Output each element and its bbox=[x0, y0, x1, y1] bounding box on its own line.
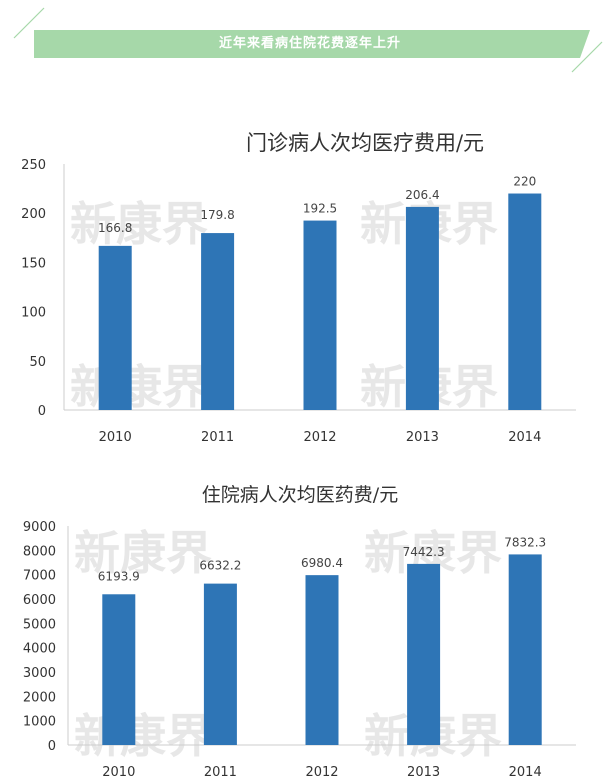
y-tick-label: 4000 bbox=[23, 642, 56, 657]
chart-title: 门诊病人次均医疗费用/元 bbox=[246, 131, 484, 155]
x-tick-label: 2014 bbox=[508, 430, 541, 445]
bar-2012 bbox=[305, 575, 339, 745]
x-tick-label: 2012 bbox=[303, 430, 336, 445]
y-tick-label: 8000 bbox=[23, 544, 56, 559]
watermark-text: 新康界 bbox=[74, 526, 212, 580]
y-tick-label: 3000 bbox=[23, 666, 56, 681]
chart-title: 住院病人次均医药费/元 bbox=[202, 484, 398, 506]
y-tick-label: 5000 bbox=[23, 617, 56, 632]
banner-graphic bbox=[13, 7, 603, 73]
data-label: 6193.9 bbox=[98, 569, 140, 583]
x-tick-label: 2014 bbox=[509, 765, 542, 780]
data-label: 192.5 bbox=[303, 202, 337, 216]
y-tick-label: 0 bbox=[38, 404, 46, 419]
x-tick-label: 2012 bbox=[305, 765, 338, 780]
x-tick-label: 2011 bbox=[201, 430, 234, 445]
banner-deco-line-left bbox=[13, 7, 45, 39]
y-tick-label: 50 bbox=[29, 355, 46, 370]
bar-2011 bbox=[201, 233, 235, 410]
y-tick-label: 1000 bbox=[23, 715, 56, 730]
y-tick-label: 7000 bbox=[23, 569, 56, 584]
x-tick-label: 2013 bbox=[406, 430, 439, 445]
data-label: 6632.2 bbox=[199, 559, 241, 573]
y-tick-label: 2000 bbox=[23, 690, 56, 705]
header-banner: 近年来看病住院花费逐年上升 bbox=[0, 0, 616, 80]
data-label: 206.4 bbox=[405, 188, 439, 202]
data-label: 166.8 bbox=[98, 221, 132, 235]
data-label: 179.8 bbox=[200, 208, 234, 222]
data-label: 220 bbox=[513, 175, 536, 189]
data-label: 7442.3 bbox=[403, 545, 445, 559]
y-tick-label: 250 bbox=[21, 158, 46, 173]
data-label: 7832.3 bbox=[504, 535, 546, 549]
bar-2014 bbox=[508, 193, 542, 410]
x-tick-label: 2010 bbox=[99, 430, 132, 445]
bar-2011 bbox=[203, 583, 237, 745]
watermark-text: 新康界 bbox=[70, 197, 208, 251]
y-tick-label: 200 bbox=[21, 207, 46, 222]
banner-ribbon bbox=[34, 30, 590, 58]
x-tick-label: 2010 bbox=[102, 765, 135, 780]
y-tick-label: 100 bbox=[21, 306, 46, 321]
watermark-text: 新康界 bbox=[70, 360, 208, 414]
banner-title: 近年来看病住院花费逐年上升 bbox=[218, 36, 401, 51]
bar-2014 bbox=[508, 554, 542, 745]
watermark-text: 新康界 bbox=[74, 709, 212, 763]
bar-2010 bbox=[102, 594, 136, 745]
x-tick-label: 2011 bbox=[204, 765, 237, 780]
y-tick-label: 6000 bbox=[23, 593, 56, 608]
bar-2012 bbox=[303, 220, 337, 410]
banner-deco-line-right bbox=[571, 41, 603, 73]
bar-2010 bbox=[98, 245, 132, 410]
y-tick-label: 0 bbox=[48, 739, 56, 754]
y-tick-label: 9000 bbox=[23, 520, 56, 535]
bar-2013 bbox=[407, 563, 441, 745]
x-tick-label: 2013 bbox=[407, 765, 440, 780]
chart-outpatient-cost: 新康界新康界新康界新康界门诊病人次均医疗费用/元0501001502002501… bbox=[21, 131, 576, 445]
y-tick-label: 150 bbox=[21, 256, 46, 271]
data-label: 6980.4 bbox=[301, 556, 343, 570]
chart-inpatient-cost: 新康界新康界新康界新康界住院病人次均医药费/元01000200030004000… bbox=[23, 484, 576, 780]
bar-2013 bbox=[405, 206, 439, 410]
